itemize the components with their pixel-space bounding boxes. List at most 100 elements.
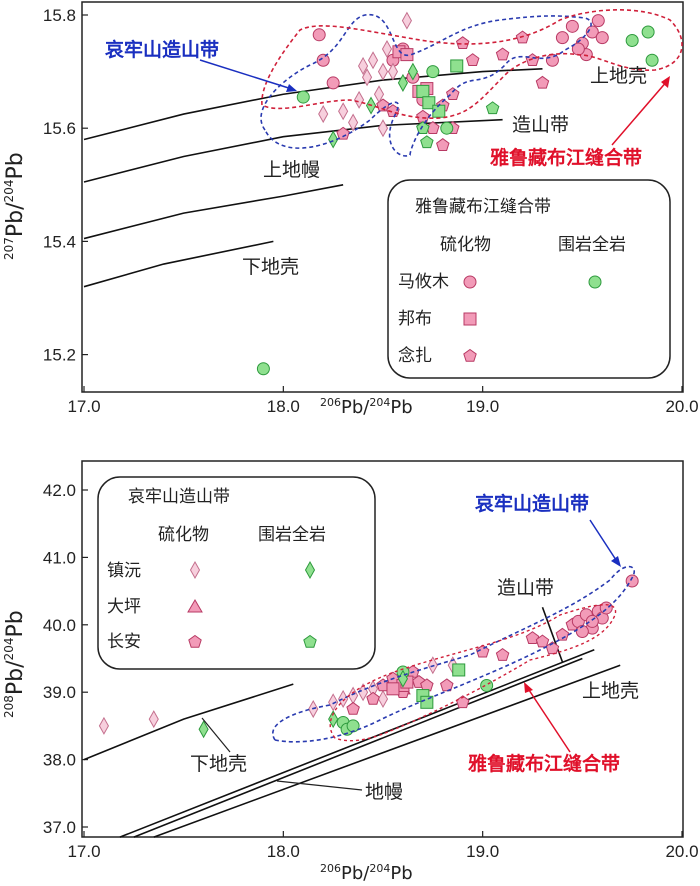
leader-mantle <box>276 780 363 791</box>
label-upper-crust: 上地壳 <box>590 65 647 87</box>
data-point-diamond <box>357 56 369 75</box>
bottom-x-axis-title: 206Pb/204Pb <box>320 862 413 884</box>
data-point-diamond <box>318 105 329 124</box>
legend-row-zhenyuan: 镇沅 <box>107 561 141 581</box>
data-point-diamond <box>338 102 349 121</box>
suture-envelope <box>261 9 683 119</box>
label-lower-crust-2: 下地壳 <box>190 753 247 775</box>
label-suture: 雅鲁藏布江缝合带 <box>490 146 642 169</box>
data-point-circle <box>595 31 609 45</box>
label-upper-crust-2: 上地壳 <box>582 680 639 702</box>
arrow-suture-2 <box>526 686 571 753</box>
data-point-pentagon <box>436 138 450 151</box>
data-point-diamond <box>338 689 349 708</box>
data-point-circle <box>440 121 454 135</box>
data-point-pentagon <box>485 101 500 115</box>
data-point-pentagon <box>440 678 454 692</box>
data-point-pentagon <box>535 75 550 89</box>
data-point-diamond <box>328 130 339 149</box>
legend-marker-circle <box>463 275 477 289</box>
data-point-pentagon <box>465 53 480 67</box>
data-point-diamond <box>373 85 385 104</box>
x-tick-label: 17.0 <box>67 842 100 861</box>
data-point-circle <box>599 601 613 615</box>
legend-col-wallrock-2: 围岩全岩 <box>258 525 326 545</box>
data-point-pentagon <box>416 121 430 134</box>
ailaoshan-envelope-2 <box>272 565 635 743</box>
data-point-square <box>422 96 436 110</box>
growth-curve <box>119 648 595 838</box>
legend-title-2: 哀牢山造山带 <box>128 487 230 507</box>
data-point-circle <box>645 53 659 67</box>
growth-curve <box>83 683 294 761</box>
bottom-y-axis-title: 208Pb/204Pb <box>2 610 28 718</box>
x-tick-label: 20.0 <box>665 397 698 416</box>
growth-curve <box>153 664 621 838</box>
data-point-pentagon <box>420 135 434 149</box>
data-point-diamond <box>354 90 365 109</box>
data-point-diamond <box>377 689 389 708</box>
data-point-circle <box>312 28 326 42</box>
data-point-diamond <box>377 119 389 138</box>
data-point-pentagon <box>376 98 390 112</box>
data-point-pentagon <box>495 648 510 661</box>
legend-col-sulfide: 硫化物 <box>440 235 491 255</box>
data-point-circle <box>591 14 605 28</box>
label-mantle: 地幔 <box>365 781 403 803</box>
arrow-ailaoshan-2 <box>589 519 619 564</box>
label-ailaoshan: 哀牢山造山带 <box>105 38 219 61</box>
data-point-pentagon <box>525 631 540 645</box>
data-point-diamond <box>381 39 393 58</box>
data-point-pentagon <box>495 47 510 61</box>
data-point-pentagon <box>445 87 460 100</box>
label-orogen: 造山带 <box>512 114 569 136</box>
y-tick-label: 15.2 <box>43 346 76 365</box>
data-point-diamond <box>148 710 159 729</box>
y-tick-label: 41.0 <box>43 548 76 567</box>
x-tick-label: 19.0 <box>466 842 499 861</box>
y-tick-label: 39.0 <box>43 683 76 702</box>
legend-marker-diamond <box>304 560 316 580</box>
legend-marker-pentagon <box>188 634 202 648</box>
x-tick-label: 17.0 <box>67 397 100 416</box>
data-point-diamond <box>377 62 389 81</box>
arrowhead-icon <box>524 682 533 693</box>
data-point-circle <box>641 25 655 39</box>
top-y-axis-title: 207Pb/204Pb <box>2 152 28 260</box>
legend-col-sulfide-2: 硫化物 <box>158 525 209 545</box>
data-point-circle <box>256 362 270 376</box>
data-point-diamond <box>367 51 379 70</box>
data-point-diamond <box>361 68 373 87</box>
legend-row-nianzha: 念扎 <box>398 345 432 366</box>
growth-curve <box>83 184 344 240</box>
arrowhead-icon <box>286 84 297 92</box>
suture-envelope-2 <box>329 604 617 742</box>
growth-curve <box>83 240 274 288</box>
label-ailaoshan-2: 哀牢山造山带 <box>475 492 589 515</box>
x-tick-label: 19.0 <box>466 397 499 416</box>
leader-lower-crust <box>201 717 231 753</box>
y-tick-label: 15.4 <box>43 232 76 251</box>
legend-title: 雅鲁藏布江缝合带 <box>415 197 551 217</box>
legend-row-mayoumu: 马攸木 <box>398 272 449 292</box>
top-plot-frame <box>81 1 684 393</box>
data-point-circle <box>555 31 569 45</box>
data-point-circle <box>326 76 340 90</box>
legend-marker-pentagon <box>463 348 477 362</box>
y-tick-label: 15.8 <box>43 6 76 25</box>
legend-marker-triangle <box>187 599 203 613</box>
data-point-pentagon <box>366 691 380 705</box>
data-point-circle <box>585 25 599 39</box>
data-point-square <box>416 84 430 98</box>
y-tick-label: 37.0 <box>43 818 76 837</box>
top-legend-markers <box>463 275 602 362</box>
data-point-diamond <box>387 62 399 81</box>
legend-row-changan: 长安 <box>107 632 141 652</box>
data-point-square <box>386 682 400 696</box>
x-tick-label: 18.0 <box>267 842 300 861</box>
label-upper-mantle: 上地幔 <box>263 159 320 181</box>
arrowhead-icon <box>611 556 621 567</box>
bottom-legend-markers <box>187 560 317 648</box>
legend-marker-square <box>463 312 477 326</box>
